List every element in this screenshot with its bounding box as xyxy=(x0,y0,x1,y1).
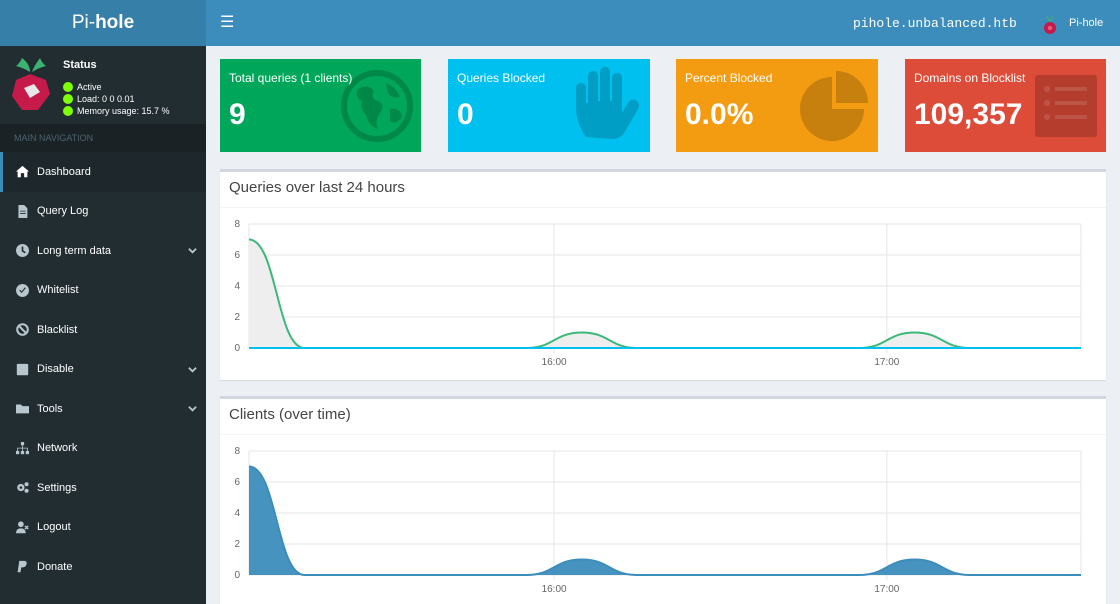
sidebar-item-donate[interactable]: Donate xyxy=(0,547,206,587)
sidebar-item-query-log[interactable]: Query Log xyxy=(0,192,206,232)
stat-label: Total queries (1 clients) xyxy=(229,71,353,85)
stat-box-total-queries[interactable]: Total queries (1 clients) 9 xyxy=(220,59,421,152)
logo-text-light: Pi- xyxy=(71,12,96,33)
user-menu-label[interactable]: Pi-hole xyxy=(1069,17,1104,29)
sidebar-item-label: Dashboard xyxy=(37,165,91,178)
y-tick-label: 2 xyxy=(234,539,240,550)
status-load-text: Load: 0 0 0.01 xyxy=(77,94,135,104)
stat-value: 0 xyxy=(457,98,474,131)
sidebar-item-label: Disable xyxy=(37,363,74,376)
chevron-down-icon xyxy=(188,406,197,412)
y-tick-label: 4 xyxy=(234,508,240,519)
stat-value: 0.0% xyxy=(685,98,754,131)
app-logo[interactable]: Pi-hole xyxy=(0,0,206,46)
sidebar-item-label: Long term data xyxy=(37,244,111,257)
stat-box-domains-blocklist[interactable]: Domains on Blocklist 109,357 xyxy=(905,59,1106,152)
chevron-down-icon xyxy=(188,248,197,254)
panel-title: Clients (over time) xyxy=(220,399,1106,435)
hand-icon xyxy=(576,67,639,139)
sidebar-item-logout[interactable]: Logout xyxy=(0,508,206,548)
queries-chart-panel: Queries over last 24 hours 0 2 4 6 8 16:00 17:… xyxy=(220,169,1106,380)
stat-label: Domains on Blocklist xyxy=(914,71,1026,85)
status-dot-icon xyxy=(63,94,73,104)
series-line-0 xyxy=(248,238,1081,349)
stat-label: Queries Blocked xyxy=(457,71,546,85)
sidebar-item-label: Network xyxy=(37,442,78,455)
status-active: Active xyxy=(63,82,102,92)
ban-icon xyxy=(16,323,29,337)
sidebar-item-blacklist[interactable]: Blacklist xyxy=(0,310,206,350)
network-icon xyxy=(16,441,29,454)
file-icon xyxy=(18,204,28,218)
stat-box-percent-blocked[interactable]: Percent Blocked 0.0% xyxy=(676,59,878,152)
status-dot-icon xyxy=(63,106,73,116)
chevron-down-icon xyxy=(188,366,197,373)
clients-chart-panel: Clients (over time) 0 2 4 6 8 16:00 17:00 xyxy=(220,396,1106,604)
stat-box-queries-blocked[interactable]: Queries Blocked 0 xyxy=(448,59,650,152)
status-memory-text: Memory usage: 15.7 % xyxy=(77,106,170,116)
x-tick-label: 17:00 xyxy=(874,584,899,595)
y-tick-label: 8 xyxy=(234,219,240,230)
menu-toggle-icon[interactable]: ☰ xyxy=(220,14,235,31)
status-memory: Memory usage: 15.7 % xyxy=(63,106,170,116)
globe-icon xyxy=(341,70,413,142)
y-tick-label: 0 xyxy=(234,570,240,581)
y-tick-label: 6 xyxy=(234,250,240,261)
sidebar-item-disable[interactable]: Disable xyxy=(0,350,206,390)
status-panel: Status Active Load: 0 0 0.01 Memory usag… xyxy=(0,46,206,124)
check-circle-icon xyxy=(16,283,29,297)
sidebar-item-tools[interactable]: Tools xyxy=(0,389,206,429)
pie-chart-icon xyxy=(800,71,868,141)
status-title: Status xyxy=(63,59,97,71)
sidebar-item-network[interactable]: Network xyxy=(0,429,206,469)
paypal-icon xyxy=(17,561,27,573)
stat-label: Percent Blocked xyxy=(685,71,773,85)
sidebar: Status Active Load: 0 0 0.01 Memory usag… xyxy=(0,46,206,604)
panel-title: Queries over last 24 hours xyxy=(220,172,1106,208)
gears-icon xyxy=(17,482,29,494)
series-line-0 xyxy=(248,465,1081,576)
y-tick-label: 8 xyxy=(234,446,240,457)
stop-icon xyxy=(16,363,29,375)
y-tick-label: 2 xyxy=(234,312,240,323)
sidebar-item-settings[interactable]: Settings xyxy=(0,468,206,508)
status-dot-icon xyxy=(63,82,73,92)
pihole-logo-icon xyxy=(12,58,50,110)
y-tick-label: 6 xyxy=(234,477,240,488)
sidebar-item-label: Query Log xyxy=(37,205,89,218)
hostname: pihole.unbalanced.htb xyxy=(853,16,1017,31)
user-times-icon xyxy=(16,521,29,533)
sidebar-item-label: Settings xyxy=(37,481,77,494)
sidebar-item-long-term-data[interactable]: Long term data xyxy=(0,231,206,271)
sidebar-item-label: Blacklist xyxy=(37,323,78,336)
stat-value: 109,357 xyxy=(914,98,1023,131)
clients-over-time-chart[interactable]: 0 2 4 6 8 16:00 17:00 xyxy=(220,435,1106,604)
clock-icon xyxy=(16,244,29,258)
stat-value: 9 xyxy=(229,98,246,131)
sidebar-item-whitelist[interactable]: Whitelist xyxy=(0,271,206,311)
sidebar-item-dashboard[interactable]: Dashboard xyxy=(0,152,206,192)
y-tick-label: 0 xyxy=(234,343,240,354)
series-area-0 xyxy=(249,239,1081,348)
status-active-text: Active xyxy=(77,82,102,92)
folder-icon xyxy=(16,404,29,414)
nav-header: MAIN NAVIGATION xyxy=(0,124,206,152)
list-icon xyxy=(1035,75,1097,137)
x-tick-label: 16:00 xyxy=(542,357,567,368)
x-tick-label: 16:00 xyxy=(542,584,567,595)
y-tick-label: 4 xyxy=(234,281,240,292)
sidebar-item-label: Tools xyxy=(37,402,63,415)
top-navbar: ☰ pihole.unbalanced.htb Pi-hole xyxy=(206,0,1120,46)
raspberry-icon[interactable] xyxy=(1040,13,1060,40)
sidebar-item-label: Logout xyxy=(37,521,71,534)
status-load: Load: 0 0 0.01 xyxy=(63,94,135,104)
logo-text-bold: hole xyxy=(95,12,135,33)
x-tick-label: 17:00 xyxy=(874,357,899,368)
sidebar-item-label: Whitelist xyxy=(37,284,79,297)
home-icon xyxy=(16,166,29,178)
series-area-0 xyxy=(249,466,1081,575)
queries-over-time-chart[interactable]: 0 2 4 6 8 16:00 17:00 xyxy=(220,208,1106,380)
sidebar-item-label: Donate xyxy=(37,560,73,573)
